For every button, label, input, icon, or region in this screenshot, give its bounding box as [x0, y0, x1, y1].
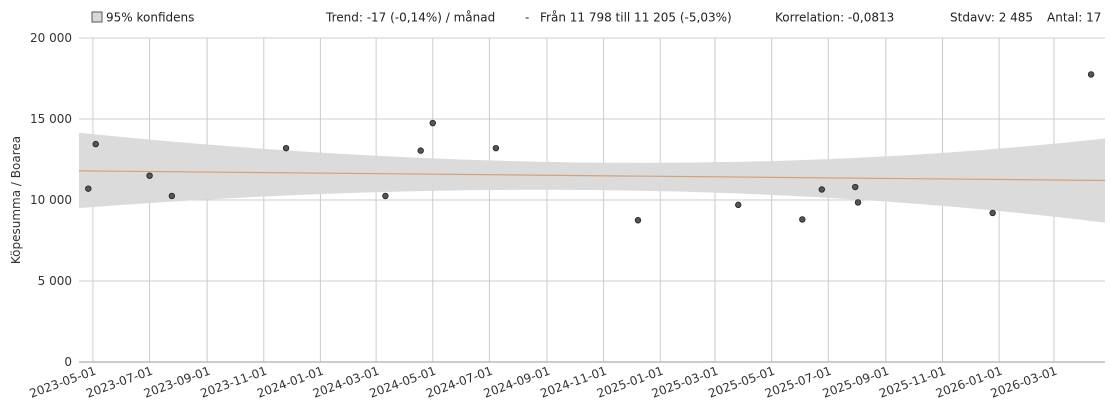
data-point: [634, 217, 642, 224]
trend-line-group: [78, 170, 1106, 182]
correlation-stat: Korrelation: -0,0813: [775, 11, 894, 25]
count-stat: Antal: 17: [1047, 11, 1101, 25]
trend-separator: -: [525, 11, 529, 25]
data-point: [146, 172, 153, 179]
data-point: [989, 209, 996, 217]
data-point: [382, 192, 389, 200]
data-point: [417, 147, 424, 154]
data-point: [735, 201, 742, 209]
data-point: [852, 183, 859, 191]
trend-stat: Trend: -17 (-0,14%) / månad: [325, 11, 495, 25]
y-tick-label: 20 000: [30, 31, 72, 45]
data-point: [92, 140, 99, 148]
y-tick-label: 15 000: [30, 112, 72, 126]
y-tick-labels: 0 5 000 10 000 15 000 20 000: [30, 31, 72, 369]
trend-line: [78, 170, 1106, 182]
data-point: [799, 216, 806, 223]
data-point: [85, 185, 92, 192]
data-point: [1087, 71, 1095, 78]
y-tick-label: 10 000: [30, 193, 72, 207]
y-tick-label: 0: [64, 355, 72, 369]
data-point: [168, 192, 176, 200]
legend-label: 95% konfidens: [106, 11, 194, 25]
legend-swatch: [91, 11, 103, 23]
gridlines: [79, 37, 1105, 363]
range-stat: Från 11 798 till 11 205 (-5,03%): [540, 11, 732, 25]
y-axis-title: Köpesumma / Boarea: [9, 136, 23, 264]
confidence-band-group: [79, 132, 1105, 223]
stdev-stat: Stdavv: 2 485: [950, 11, 1033, 25]
x-tick-labels: 2023-05-012023-07-012023-09-012023-11-01…: [28, 364, 1059, 401]
y-tick-label: 5 000: [38, 274, 72, 288]
data-point: [282, 144, 290, 152]
data-point: [429, 119, 436, 127]
data-points: [85, 71, 1095, 224]
data-point: [818, 186, 826, 193]
confidence-band: [79, 132, 1105, 223]
data-point: [854, 199, 862, 206]
data-point: [492, 144, 500, 152]
